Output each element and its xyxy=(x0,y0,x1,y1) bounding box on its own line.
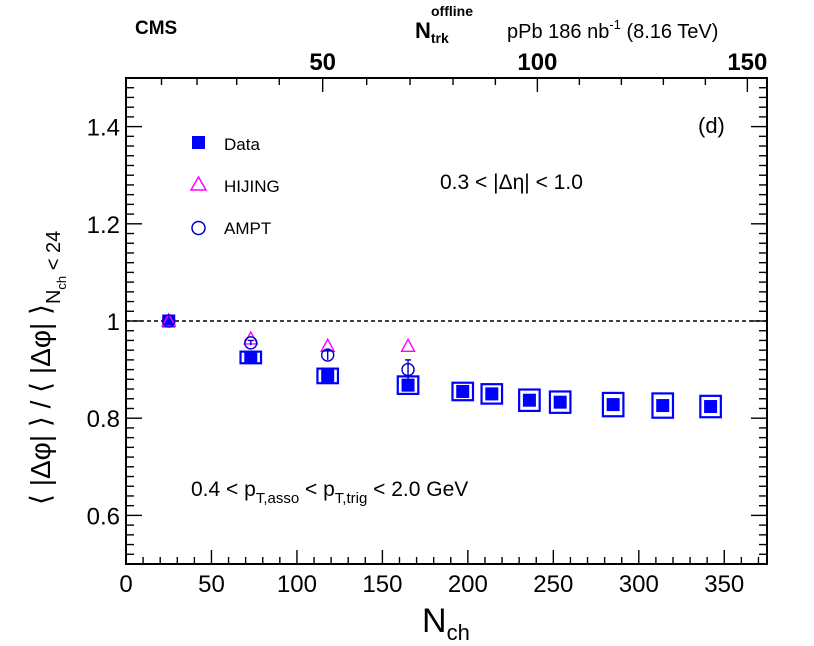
data-syst-box xyxy=(518,388,541,413)
data-syst-box xyxy=(451,381,475,402)
top-axis-title-main: N xyxy=(415,18,431,43)
x-tick-label: 100 xyxy=(277,571,317,598)
y-axis-title-tail: < 24 xyxy=(43,231,65,276)
y-axis-title-main: ⟨ |Δφ| ⟩ / ⟨ |Δφ| ⟩ xyxy=(25,304,56,505)
x-axis-title-main: N xyxy=(422,602,447,640)
data-point xyxy=(485,387,499,401)
data-syst-box xyxy=(601,391,625,418)
legend-data-label: Data xyxy=(224,135,260,154)
y-axis-title-sub: N xyxy=(43,290,65,304)
y-axis-title-text: ⟨ |Δφ| ⟩ / ⟨ |Δφ| ⟩Nch < 24 xyxy=(25,231,69,505)
delta-eta-cut: 0.3 < |Δη| < 1.0 xyxy=(440,171,583,194)
x-tick-label: 50 xyxy=(198,571,225,598)
dataset-label: pPb 186 nb-1 (8.16 TeV) xyxy=(507,17,718,43)
dataset-sup: -1 xyxy=(609,17,621,32)
data-point xyxy=(162,314,176,328)
data-point xyxy=(606,398,620,412)
top-axis-title-sub: trk xyxy=(431,30,449,46)
data-point xyxy=(401,378,415,392)
legend-data-marker xyxy=(192,136,205,149)
x-tick-label: 350 xyxy=(704,571,744,598)
hijing-point xyxy=(161,312,177,327)
pt-sub-trig: T,trig xyxy=(335,490,368,507)
data-point xyxy=(456,384,470,398)
pt-sub-asso: T,asso xyxy=(256,490,299,507)
y-tick-label: 1 xyxy=(107,309,120,336)
right-axis-ticks xyxy=(751,77,767,565)
data-syst-box xyxy=(480,383,504,405)
experiment-label: CMS xyxy=(135,18,177,39)
x-tick-label: 250 xyxy=(533,571,573,598)
data-syst-box xyxy=(651,392,675,419)
y-tick-label: 1.2 xyxy=(87,212,120,239)
legend-hijing-marker xyxy=(189,175,208,191)
ampt-point xyxy=(401,362,415,377)
hijing-point xyxy=(400,337,416,352)
x-tick-label: 200 xyxy=(448,571,488,598)
x-tick-label: 0 xyxy=(119,571,132,598)
pt-range-annotation: 0.4 < pT,asso < pT,trig < 2.0 GeV xyxy=(191,478,468,507)
top-tick-label: 100 xyxy=(517,49,557,76)
data-point xyxy=(321,369,335,383)
top-axis-title: Ntrk xyxy=(415,18,449,46)
top-tick-label: 50 xyxy=(309,49,336,76)
top-axis-title-sup: offline xyxy=(431,3,473,19)
data-series xyxy=(161,312,722,419)
y-axis-title: ⟨ |Δφ| ⟩ / ⟨ |Δφ| ⟩Nch < 24 xyxy=(25,231,69,505)
y-tick-label: 0.6 xyxy=(87,503,120,530)
legend-ampt-label: AMPT xyxy=(224,219,271,238)
legend: Data HIJING AMPT xyxy=(189,135,280,238)
x-tick-label: 300 xyxy=(619,571,659,598)
bottom-axis-ticks: 0 50 100 150 200 250 300 350 xyxy=(119,550,760,598)
panel-label: (d) xyxy=(698,113,725,138)
pt-end: < 2.0 GeV xyxy=(367,478,468,501)
dataset-prefix: pPb 186 nb xyxy=(507,21,609,43)
left-axis-ticks: 0.6 0.8 1 1.2 1.4 xyxy=(87,77,142,565)
ampt-point xyxy=(162,314,176,328)
data-point xyxy=(704,400,718,414)
ampt-point xyxy=(321,348,335,362)
dataset-suffix: (8.16 TeV) xyxy=(621,21,718,43)
legend-hijing-label: HIJING xyxy=(224,177,280,196)
data-point xyxy=(553,395,567,409)
ampt-point xyxy=(244,336,258,350)
data-syst-box xyxy=(548,390,572,414)
data-syst-box xyxy=(699,394,722,419)
y-tick-label: 0.8 xyxy=(87,406,120,433)
data-syst-box xyxy=(316,367,340,385)
data-point xyxy=(522,393,536,407)
data-point xyxy=(656,399,670,413)
x-axis-title: Nch xyxy=(422,602,470,645)
x-axis-title-sub: ch xyxy=(447,620,470,645)
top-tick-label: 150 xyxy=(727,49,767,76)
pt-mid: < p xyxy=(299,478,335,501)
data-point xyxy=(244,350,258,364)
y-axis-title-subsub: ch xyxy=(54,276,69,290)
y-tick-label: 1.4 xyxy=(87,115,120,142)
pt-main: 0.4 < p xyxy=(191,478,256,501)
legend-ampt-marker xyxy=(191,220,206,236)
x-tick-label: 150 xyxy=(362,571,402,598)
